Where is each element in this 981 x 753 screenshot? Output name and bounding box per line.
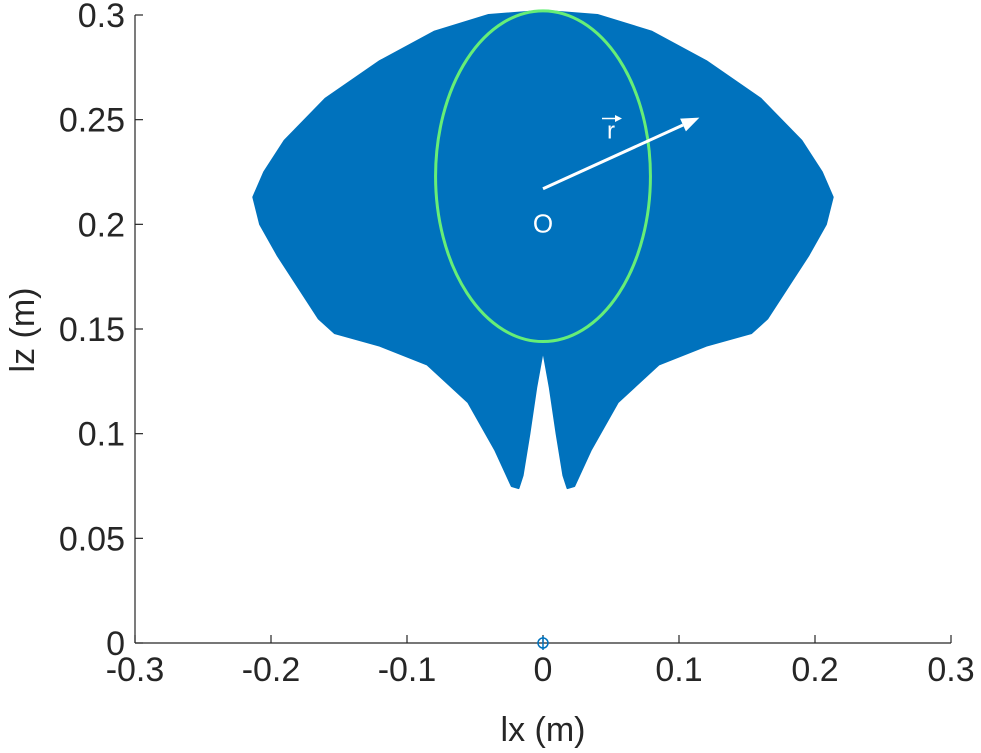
inscribed-circle-layer [434, 9, 652, 344]
y-axis-title: lz (m) [4, 288, 42, 373]
y-tick-label: 0.3 [78, 0, 125, 35]
x-tick-label: -0.1 [378, 651, 437, 689]
radius-vector-line [542, 123, 684, 191]
x-tick-label: 0 [534, 651, 553, 689]
x-tick-labels: -0.3 -0.2 -0.1 0 0.1 0.2 0.3 [106, 651, 975, 689]
y-tick-label: 0.2 [78, 206, 125, 244]
x-tick-label: 0.3 [927, 651, 974, 689]
y-tick-label: 0.25 [59, 102, 125, 140]
axes [134, 14, 952, 650]
inscribed-circle [434, 9, 652, 344]
x-axis-title: lx (m) [501, 711, 586, 749]
x-tick-label: 0.2 [791, 651, 838, 689]
radius-vector-label-overarrow [615, 115, 622, 123]
y-tick-label: 0 [106, 625, 125, 663]
y-tick-label: 0.15 [59, 311, 125, 349]
radius-vector-arrowhead [680, 117, 700, 132]
y-tick-labels: 0 0.05 0.1 0.15 0.2 0.25 0.3 [59, 0, 125, 663]
x-tick-label: -0.3 [106, 651, 165, 689]
radius-vector-label: r [607, 118, 615, 145]
x-tick-label: 0.1 [655, 651, 702, 689]
x-tick-label: -0.2 [242, 651, 301, 689]
radius-vector-layer: rO [533, 115, 700, 238]
center-label: O [533, 208, 553, 238]
y-tick-label: 0.05 [59, 520, 125, 558]
workspace-region-layer [252, 9, 834, 490]
workspace-region [252, 9, 834, 490]
y-tick-label: 0.1 [78, 416, 125, 454]
